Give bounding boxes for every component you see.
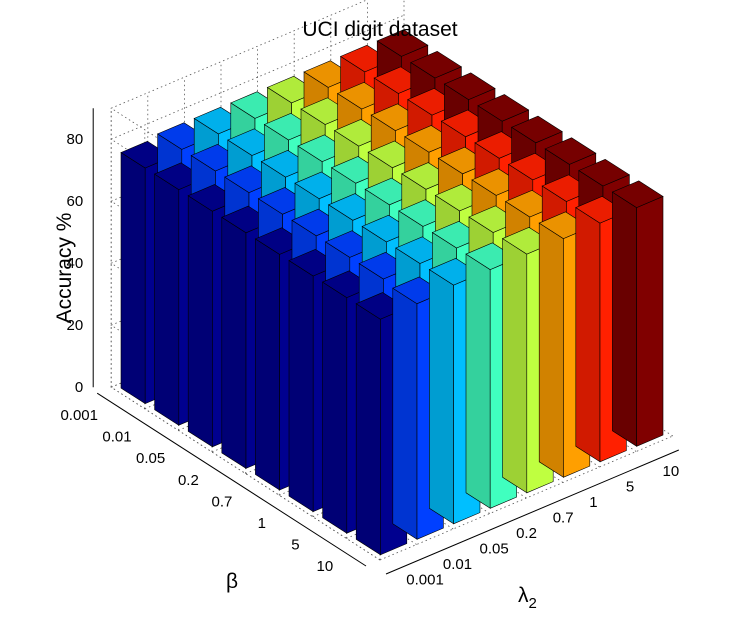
lambda-tick-label: 0.01 (443, 556, 472, 573)
bar-left-face (255, 238, 280, 491)
z-tick-label: 20 (67, 317, 84, 334)
grid-line-lambda-floor (110, 386, 381, 561)
lambda-axis-line (385, 449, 679, 575)
lambda-tick-label: 1 (589, 494, 597, 511)
z-tick-label: 60 (67, 193, 84, 210)
axis-layer: 0204060800.0010.010.050.20.715100.0010.0… (60, 108, 679, 588)
bar-left-face (465, 253, 491, 509)
lambda-tick-label: 0.05 (480, 540, 509, 557)
lambda-tick-label: 0.7 (553, 509, 574, 526)
x-axis-label-subscript: 2 (529, 595, 537, 612)
beta-tick-label: 1 (258, 515, 266, 532)
x-axis-label: λ2 (518, 584, 537, 612)
beta-tick-label: 0.05 (136, 450, 165, 467)
bar-left-face (221, 216, 247, 469)
grid-line-z (110, 0, 381, 282)
bar-left-face (392, 287, 418, 540)
bar-left-face (502, 238, 528, 494)
lambda-tick-label: 0.2 (516, 525, 537, 542)
beta-tick-label: 5 (291, 537, 299, 554)
bar-left-face (538, 222, 564, 478)
lambda-tick-label: 10 (663, 463, 680, 480)
z-tick-label: 80 (67, 131, 84, 148)
bars-layer (120, 29, 664, 556)
bar-front-face (636, 195, 664, 447)
beta-tick-label: 0.7 (212, 493, 233, 510)
label-layer: UCI digit dataset Accuracy % β λ2 (53, 18, 537, 612)
beta-tick-label: 0.001 (60, 407, 98, 424)
bar-top-face (510, 115, 563, 144)
bar-left-face (154, 173, 180, 426)
x-axis-label-main: λ (518, 584, 529, 607)
lambda-tick-label: 5 (626, 478, 634, 495)
lambda-tick-label: 0.001 (406, 571, 444, 588)
bar-left-face (355, 303, 381, 556)
y-axis-label: β (226, 570, 238, 593)
bar (611, 180, 664, 447)
beta-axis-line (96, 392, 367, 567)
beta-tick-label: 0.2 (178, 472, 199, 489)
bar-top-face (578, 158, 631, 187)
beta-tick-label: 0.01 (102, 429, 131, 446)
bar-left-face (575, 207, 601, 463)
bar-left-face (288, 259, 314, 513)
bar-top-face (443, 72, 496, 100)
bar-top-face (410, 50, 463, 79)
bar-left-face (120, 151, 146, 405)
beta-tick-label: 10 (317, 558, 334, 575)
bar-top-face (376, 29, 429, 57)
bar-left-face (429, 269, 454, 525)
z-tick-label: 40 (67, 255, 84, 272)
bar-top-face (611, 180, 664, 208)
z-tick-label: 0 (75, 379, 83, 396)
bar-left-face (187, 195, 213, 448)
chart-title: UCI digit dataset (302, 18, 457, 41)
bar-left-face (612, 191, 637, 447)
bar-top-face (544, 137, 597, 165)
bar-top-face (477, 94, 530, 122)
bar-left-face (322, 281, 348, 534)
z-axis-label: Accuracy % (53, 213, 76, 324)
